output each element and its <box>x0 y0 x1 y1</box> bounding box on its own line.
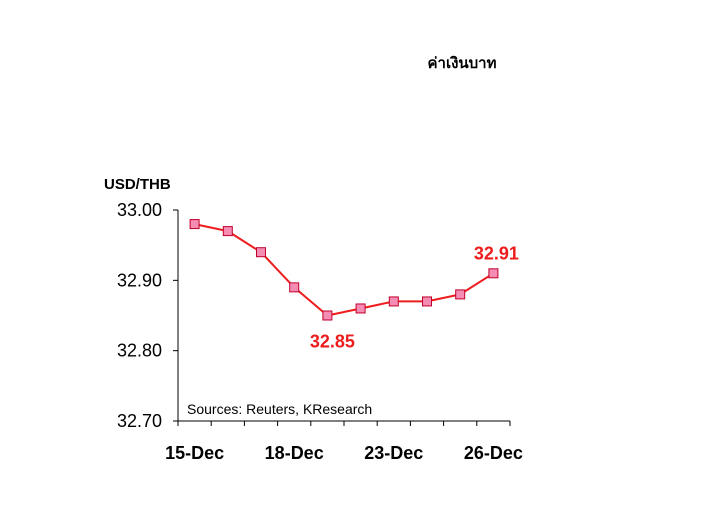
series-line <box>194 223 494 317</box>
source-note: Sources: Reuters, KResearch <box>187 401 372 417</box>
y-tick-label: 32.70 <box>117 411 162 431</box>
y-tick-label: 33.00 <box>117 200 162 220</box>
y-tick-label: 32.80 <box>117 341 162 361</box>
data-point-marker <box>355 303 366 314</box>
data-point-marker <box>189 219 200 230</box>
x-tick-label: 18-Dec <box>265 443 324 463</box>
chart-title: ค่าเงินบาท <box>428 54 497 72</box>
x-axis: 15-Dec 18-Dec 23-Dec 26-Dec <box>165 420 523 463</box>
y-axis: 33.00 32.90 32.80 32.70 <box>117 200 179 431</box>
data-point-marker <box>388 296 399 307</box>
unit-label: USD/THB <box>104 176 171 193</box>
data-point-marker <box>488 268 499 279</box>
data-point-marker <box>455 289 466 300</box>
x-tick-label: 15-Dec <box>165 443 224 463</box>
data-label-layer: 32.85 32.91 <box>310 243 519 351</box>
data-point-marker <box>322 310 333 321</box>
series-layer <box>189 219 499 321</box>
x-tick-label: 23-Dec <box>364 443 423 463</box>
x-tick-label: 26-Dec <box>464 443 523 463</box>
data-point-marker <box>422 296 432 307</box>
data-label: 32.85 <box>310 332 355 352</box>
y-tick-label: 32.90 <box>117 270 162 290</box>
data-point-marker <box>289 282 300 293</box>
data-point-marker <box>256 247 266 258</box>
data-point-marker <box>222 226 233 237</box>
data-label: 32.91 <box>474 243 519 263</box>
